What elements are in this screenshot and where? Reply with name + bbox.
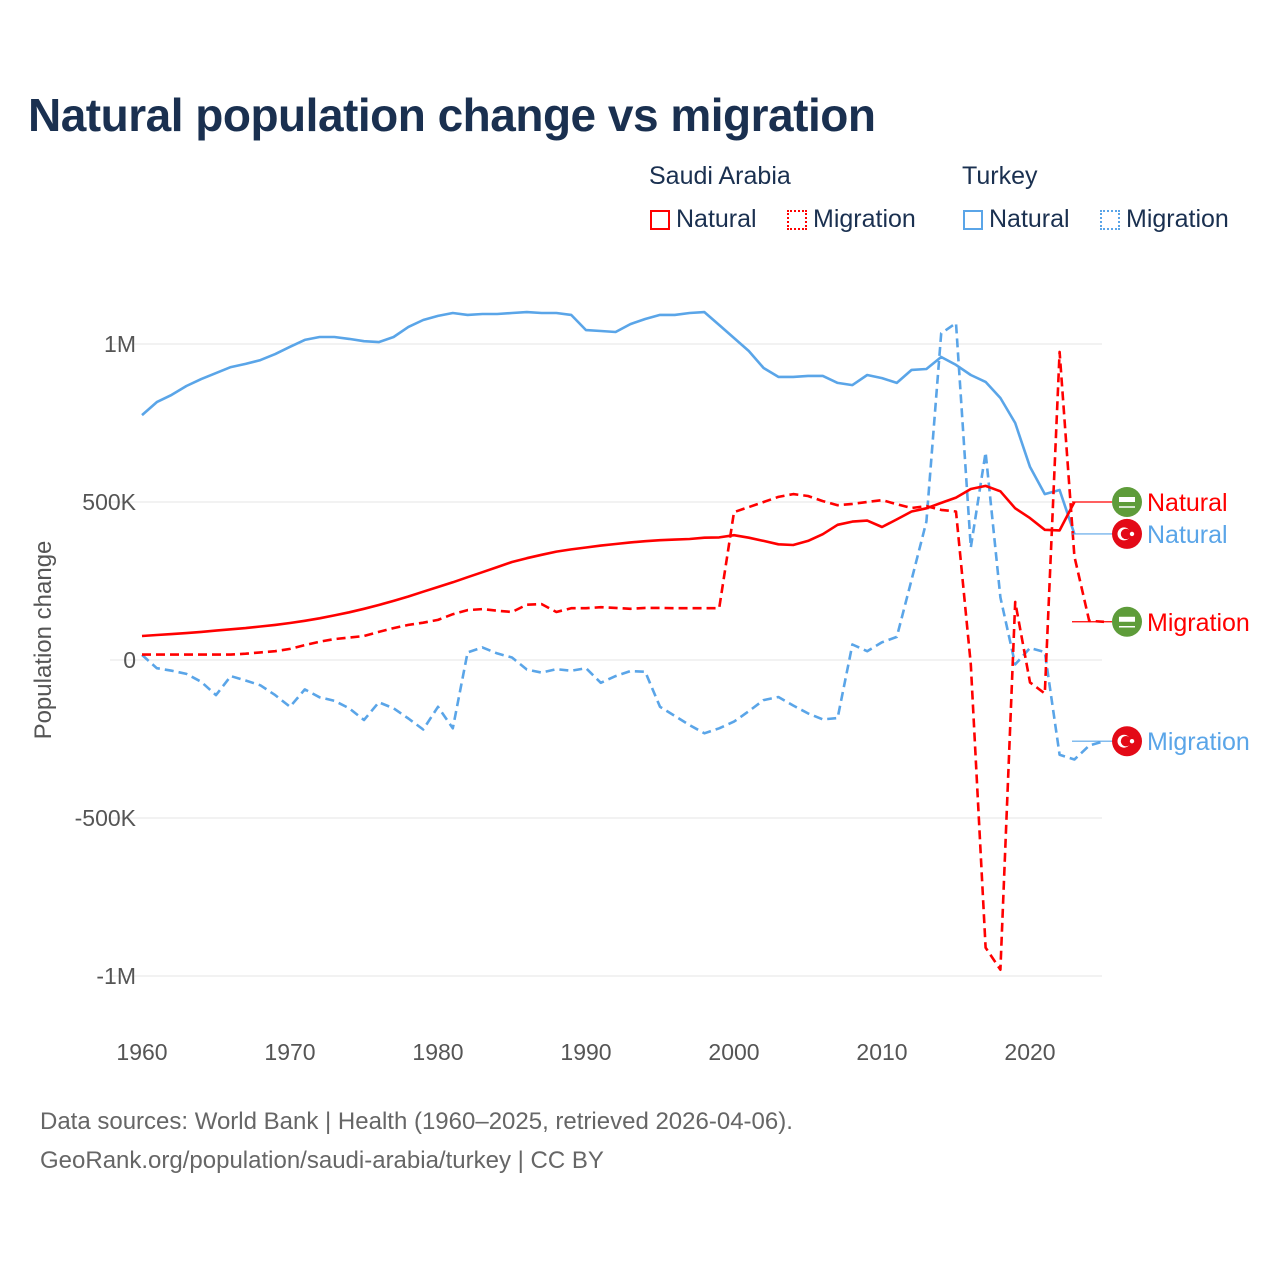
turkey-flag-icon bbox=[1112, 518, 1142, 549]
series-line-turkey-migration[interactable] bbox=[141, 321, 1105, 761]
x-tick-label: 2020 bbox=[1004, 1039, 1055, 1065]
legend-label: Natural bbox=[989, 205, 1070, 233]
legend-item-saudi-migration[interactable]: Migration bbox=[787, 205, 916, 234]
legend-swatch-solid bbox=[963, 209, 983, 230]
end-label-turkey-natural: Natural bbox=[1147, 521, 1228, 549]
end-label-saudi-arabia-natural: Natural bbox=[1147, 489, 1228, 517]
footer-sources: Data sources: World Bank | Health (1960–… bbox=[40, 1108, 793, 1135]
legend-group-turkey: Turkey bbox=[962, 162, 1038, 190]
footer-attribution[interactable]: GeoRank.org/population/saudi-arabia/turk… bbox=[40, 1147, 604, 1174]
series-line-turkey-natural[interactable] bbox=[141, 310, 1076, 535]
x-tick-label: 2000 bbox=[708, 1039, 759, 1065]
legend-swatch-dotted bbox=[787, 209, 807, 230]
crescent-inner bbox=[1120, 528, 1132, 540]
x-tick-label: 2010 bbox=[856, 1039, 907, 1065]
turkey-flag-icon bbox=[1112, 726, 1142, 757]
script-mark bbox=[1119, 497, 1135, 502]
y-tick-label: 1M bbox=[104, 331, 136, 357]
x-tick-label: 1970 bbox=[264, 1039, 315, 1065]
series-line-saudi-arabia-migration[interactable] bbox=[142, 350, 1105, 971]
star bbox=[1129, 531, 1135, 537]
legend-item-turkey-migration[interactable]: Migration bbox=[1100, 205, 1229, 234]
legend-swatch-dotted bbox=[1100, 209, 1120, 230]
legend-item-saudi-natural[interactable]: Natural bbox=[650, 205, 757, 234]
end-label-saudi-arabia-migration: Migration bbox=[1147, 609, 1250, 637]
x-tick-label: 1980 bbox=[412, 1039, 463, 1065]
legend-swatch-solid bbox=[650, 209, 670, 230]
chart-title: Natural population change vs migration bbox=[28, 89, 876, 141]
x-tick-label: 1990 bbox=[560, 1039, 611, 1065]
legend-label: Migration bbox=[813, 205, 916, 233]
crescent-inner bbox=[1120, 736, 1132, 747]
legend-label: Migration bbox=[1126, 205, 1229, 233]
y-tick-label: -1M bbox=[96, 963, 136, 989]
saudi-arabia-flag-icon bbox=[1112, 606, 1142, 637]
y-tick-label: 0 bbox=[123, 647, 136, 673]
star bbox=[1129, 739, 1135, 744]
legend-item-turkey-natural[interactable]: Natural bbox=[963, 205, 1070, 234]
x-tick-label: 1960 bbox=[116, 1039, 167, 1065]
y-axis-label: Population change bbox=[30, 541, 57, 740]
legend-group-saudi-arabia: Saudi Arabia bbox=[649, 162, 791, 190]
saudi-arabia-flag-icon bbox=[1112, 487, 1142, 517]
series-line-saudi-arabia-natural[interactable] bbox=[141, 484, 1076, 638]
script-mark bbox=[1119, 616, 1135, 622]
end-label-turkey-migration: Migration bbox=[1147, 728, 1250, 756]
y-tick-label: -500K bbox=[75, 805, 137, 831]
y-tick-label: 500K bbox=[82, 489, 136, 515]
legend-label: Natural bbox=[676, 205, 757, 233]
